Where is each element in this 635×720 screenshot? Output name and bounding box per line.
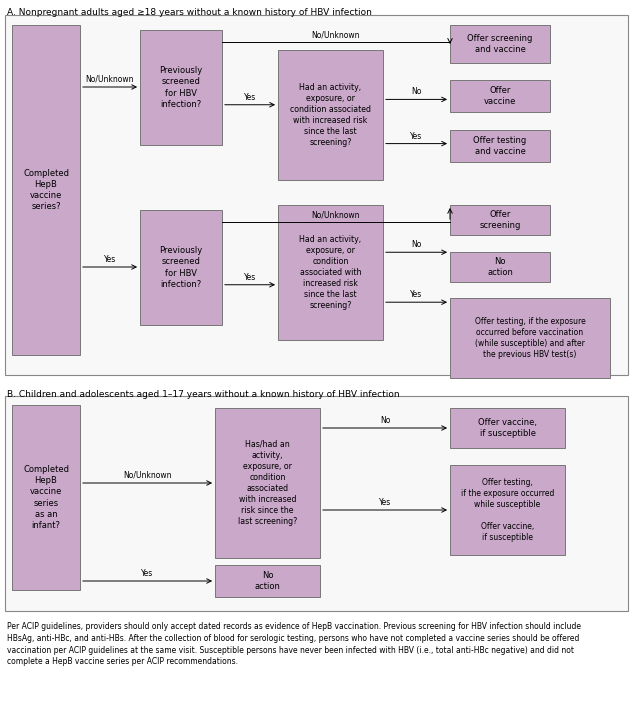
Text: Has/had an
activity,
exposure, or
condition
associated
with increased
risk since: Has/had an activity, exposure, or condit… [238, 440, 297, 526]
Text: Had an activity,
exposure, or
condition
associated with
increased risk
since the: Had an activity, exposure, or condition … [300, 235, 361, 310]
Text: No
action: No action [487, 257, 513, 277]
Text: Offer
vaccine: Offer vaccine [484, 86, 516, 106]
Bar [12, 405, 80, 590]
Bar [278, 205, 383, 340]
Text: No
action: No action [255, 571, 281, 591]
Bar [278, 50, 383, 180]
Text: Completed
HepB
vaccine
series?: Completed HepB vaccine series? [23, 169, 69, 211]
Text: Offer
screening: Offer screening [479, 210, 521, 230]
Text: Had an activity,
exposure, or
condition associated
with increased risk
since the: Had an activity, exposure, or condition … [290, 83, 371, 148]
Bar [215, 408, 320, 558]
Bar [215, 565, 320, 597]
Text: Yes: Yes [142, 569, 154, 578]
Text: No: No [411, 240, 422, 249]
Text: Yes: Yes [410, 132, 423, 140]
Text: Completed
HepB
vaccine
series
as an
infant?: Completed HepB vaccine series as an infa… [23, 465, 69, 530]
Bar [450, 252, 550, 282]
Text: Previously
screened
for HBV
infection?: Previously screened for HBV infection? [159, 66, 203, 109]
Text: A. Nonpregnant adults aged ≥18 years without a known history of HBV infection: A. Nonpregnant adults aged ≥18 years wit… [7, 8, 372, 17]
Text: No/Unknown: No/Unknown [312, 210, 360, 219]
Text: Yes: Yes [104, 255, 116, 264]
Bar [5, 15, 628, 375]
Text: No: No [411, 87, 422, 96]
Text: No/Unknown: No/Unknown [312, 30, 360, 39]
Text: Yes: Yes [244, 273, 256, 282]
Text: Offer testing,
if the exposure occurred
while susceptible

Offer vaccine,
if sus: Offer testing, if the exposure occurred … [461, 478, 554, 542]
Bar [450, 80, 550, 112]
Bar [12, 25, 80, 355]
Text: Offer screening
and vaccine: Offer screening and vaccine [467, 34, 533, 54]
Text: Per ACIP guidelines, providers should only accept dated records as evidence of H: Per ACIP guidelines, providers should on… [7, 622, 581, 667]
Text: No/Unknown: No/Unknown [86, 75, 134, 84]
Bar [450, 130, 550, 162]
Bar [450, 298, 610, 378]
Bar [140, 30, 222, 145]
Bar [140, 210, 222, 325]
Text: B. Children and adolescents aged 1–17 years without a known history of HBV infec: B. Children and adolescents aged 1–17 ye… [7, 390, 399, 399]
Text: Previously
screened
for HBV
infection?: Previously screened for HBV infection? [159, 246, 203, 289]
Text: Offer vaccine,
if susceptible: Offer vaccine, if susceptible [478, 418, 537, 438]
Text: Offer testing
and vaccine: Offer testing and vaccine [473, 136, 526, 156]
Text: No/Unknown: No/Unknown [123, 471, 171, 480]
Text: Yes: Yes [379, 498, 391, 507]
Bar [450, 408, 565, 448]
Text: Offer testing, if the exposure
occurred before vaccination
(while susceptible) a: Offer testing, if the exposure occurred … [474, 317, 585, 359]
Text: No: No [380, 416, 390, 425]
Text: Yes: Yes [244, 93, 256, 102]
Bar [450, 25, 550, 63]
Text: Yes: Yes [410, 290, 423, 300]
Bar [450, 465, 565, 555]
Bar [450, 205, 550, 235]
Bar [5, 396, 628, 611]
